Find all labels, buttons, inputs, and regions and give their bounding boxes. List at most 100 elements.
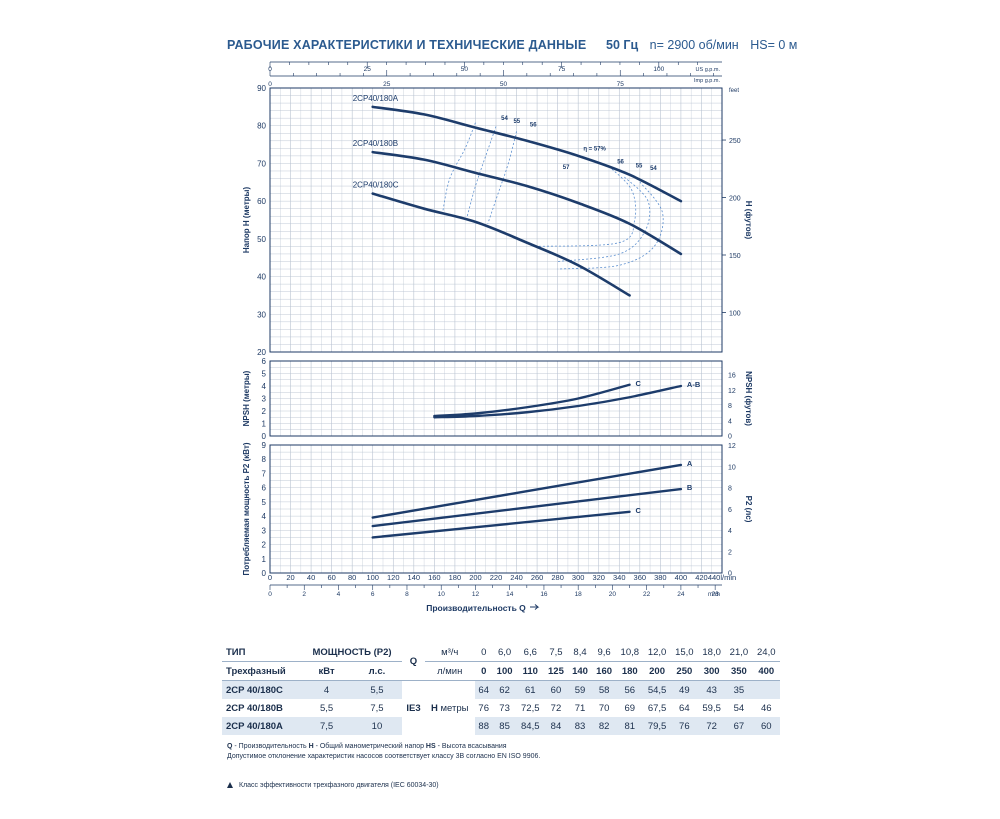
kw-header: кВт [301,661,352,681]
plot-frame [269,444,723,574]
y-axis-label: NPSH (метры) [242,370,251,426]
ie3-cell: IE3 [402,680,425,735]
h-cell: 85 [492,717,517,735]
x2-tick-label: 16 [540,591,548,598]
q-key: Q [227,743,233,750]
y-tick-label: 1 [262,555,267,564]
table-row: 2CP 40/180A 7,5 10 88 85 84,5 84 83 82 8… [222,717,780,735]
y-tick-label: 80 [257,122,266,131]
x2-tick-label: 12 [472,591,480,598]
series-label: A-B [687,380,701,389]
notes: Q - Производительность H - Общий маномет… [227,742,540,762]
h-cell: 35 [725,680,753,699]
frequency-label: 50 Гц [606,38,639,52]
h-cell: 72 [543,699,568,717]
h-cell: 71 [567,699,593,717]
q-lmin-cell: 140 [567,661,593,681]
hs-text: - Высота всасывания [435,743,507,750]
y-tick-label: 7 [262,469,267,478]
x-tick-label: 340 [613,573,626,582]
hs-key: HS [425,743,436,750]
h-cell: 76 [474,699,493,717]
q-m3h-cell: 24,0 [752,643,780,662]
y2-tick-label: 2 [728,549,732,556]
h-cell: 58 [592,680,617,699]
h-cell: 88 [474,717,493,735]
head-curve [371,150,683,256]
q-m3h-cell: 15,0 [670,643,698,662]
h-cell: 69 [616,699,644,717]
model-cell: 2CP 40/180A [222,717,302,735]
x2-tick-label: 0 [268,591,272,598]
plot-frame [269,360,723,437]
x-tick-label: 440l/min [708,573,736,582]
x2-tick-label: 8 [405,591,409,598]
y2-tick-label: 8 [728,486,732,493]
h-cell: 49 [670,680,698,699]
y-tick-label: 0 [262,432,267,441]
y-tick-label: 4 [262,382,267,391]
model-cell: 2CP 40/180C [222,680,302,699]
y-tick-label: 5 [262,498,267,507]
y-tick-label: 30 [257,310,266,319]
x-tick-label: 60 [327,573,335,582]
x-tick-label: 0 [268,573,272,582]
q-m3h-cell: 18,0 [697,643,726,662]
y-tick-label: 0 [262,569,267,578]
x-tick-label: 360 [634,573,647,582]
top-axis-label: 0 [268,81,272,88]
x-tick-label: 200 [469,573,482,582]
y2-axis-label: H (футов) [744,201,753,240]
y2-tick-label: 4 [728,418,732,425]
y-tick-label: 3 [262,526,267,535]
table-row: 2CP 40/180B 5,5 7,5 76 73 72,5 72 71 70 … [222,699,780,717]
efficiency-curve [537,166,637,247]
x2-tick-label: 10 [438,591,446,598]
h-cell: 70 [592,699,617,717]
y2-axis-label: NPSH (футов) [744,371,753,426]
x-axis-label: Производительность Q [426,603,526,613]
top-axis-label: 0 [268,66,272,73]
y-tick-label: 5 [262,370,267,379]
hp-cell: 7,5 [351,699,403,717]
footnote: Класс эффективности трехфазного двигател… [227,782,439,789]
top-axis-label: 50 [500,81,508,88]
y2-tick-label: 12 [728,388,736,395]
x-tick-label: 260 [531,573,544,582]
unit-lmin: л/мин [424,661,475,681]
head-curve [371,192,631,297]
tolerance-note: Допустимое отклонение характеристик насо… [227,753,541,760]
q-lmin-cell: 250 [670,661,698,681]
efficiency-label: 55 [636,163,643,169]
power-curve [371,463,683,519]
x2-tick-label: 4 [337,591,341,598]
y2-axis-label: P2 (лс) [744,496,753,523]
h-cell: 76 [670,717,698,735]
x2-tick-label: 2 [302,591,306,598]
hp-header: л.с. [351,661,403,681]
series-label: 2CP40/180B [353,139,398,148]
y-tick-label: 6 [262,357,267,366]
h-cell: 79,5 [643,717,671,735]
efficiency-label: 56 [617,160,624,166]
q-header: Q [402,643,425,681]
plot-frame [269,87,723,353]
h-cell: 54 [725,699,753,717]
x-tick-label: 180 [449,573,462,582]
h-cell: 54,5 [643,680,671,699]
x-tick-label: 80 [348,573,356,582]
q-m3h-cell: 10,8 [616,643,644,662]
y-tick-label: 4 [262,512,267,521]
kw-cell: 5,5 [301,699,352,717]
y-tick-label: 50 [257,235,266,244]
h-cell: 72,5 [516,699,544,717]
y-tick-label: 20 [257,348,266,357]
speed-label: n= 2900 об/мин [649,38,739,52]
x2-tick-label: 24 [677,591,685,598]
x-tick-label: 400 [675,573,688,582]
q-lmin-cell: 180 [616,661,644,681]
h-cell: 73 [492,699,517,717]
efficiency-label: η = 57% [583,146,606,152]
q-lmin-cell: 200 [643,661,671,681]
x-tick-label: 20 [286,573,294,582]
